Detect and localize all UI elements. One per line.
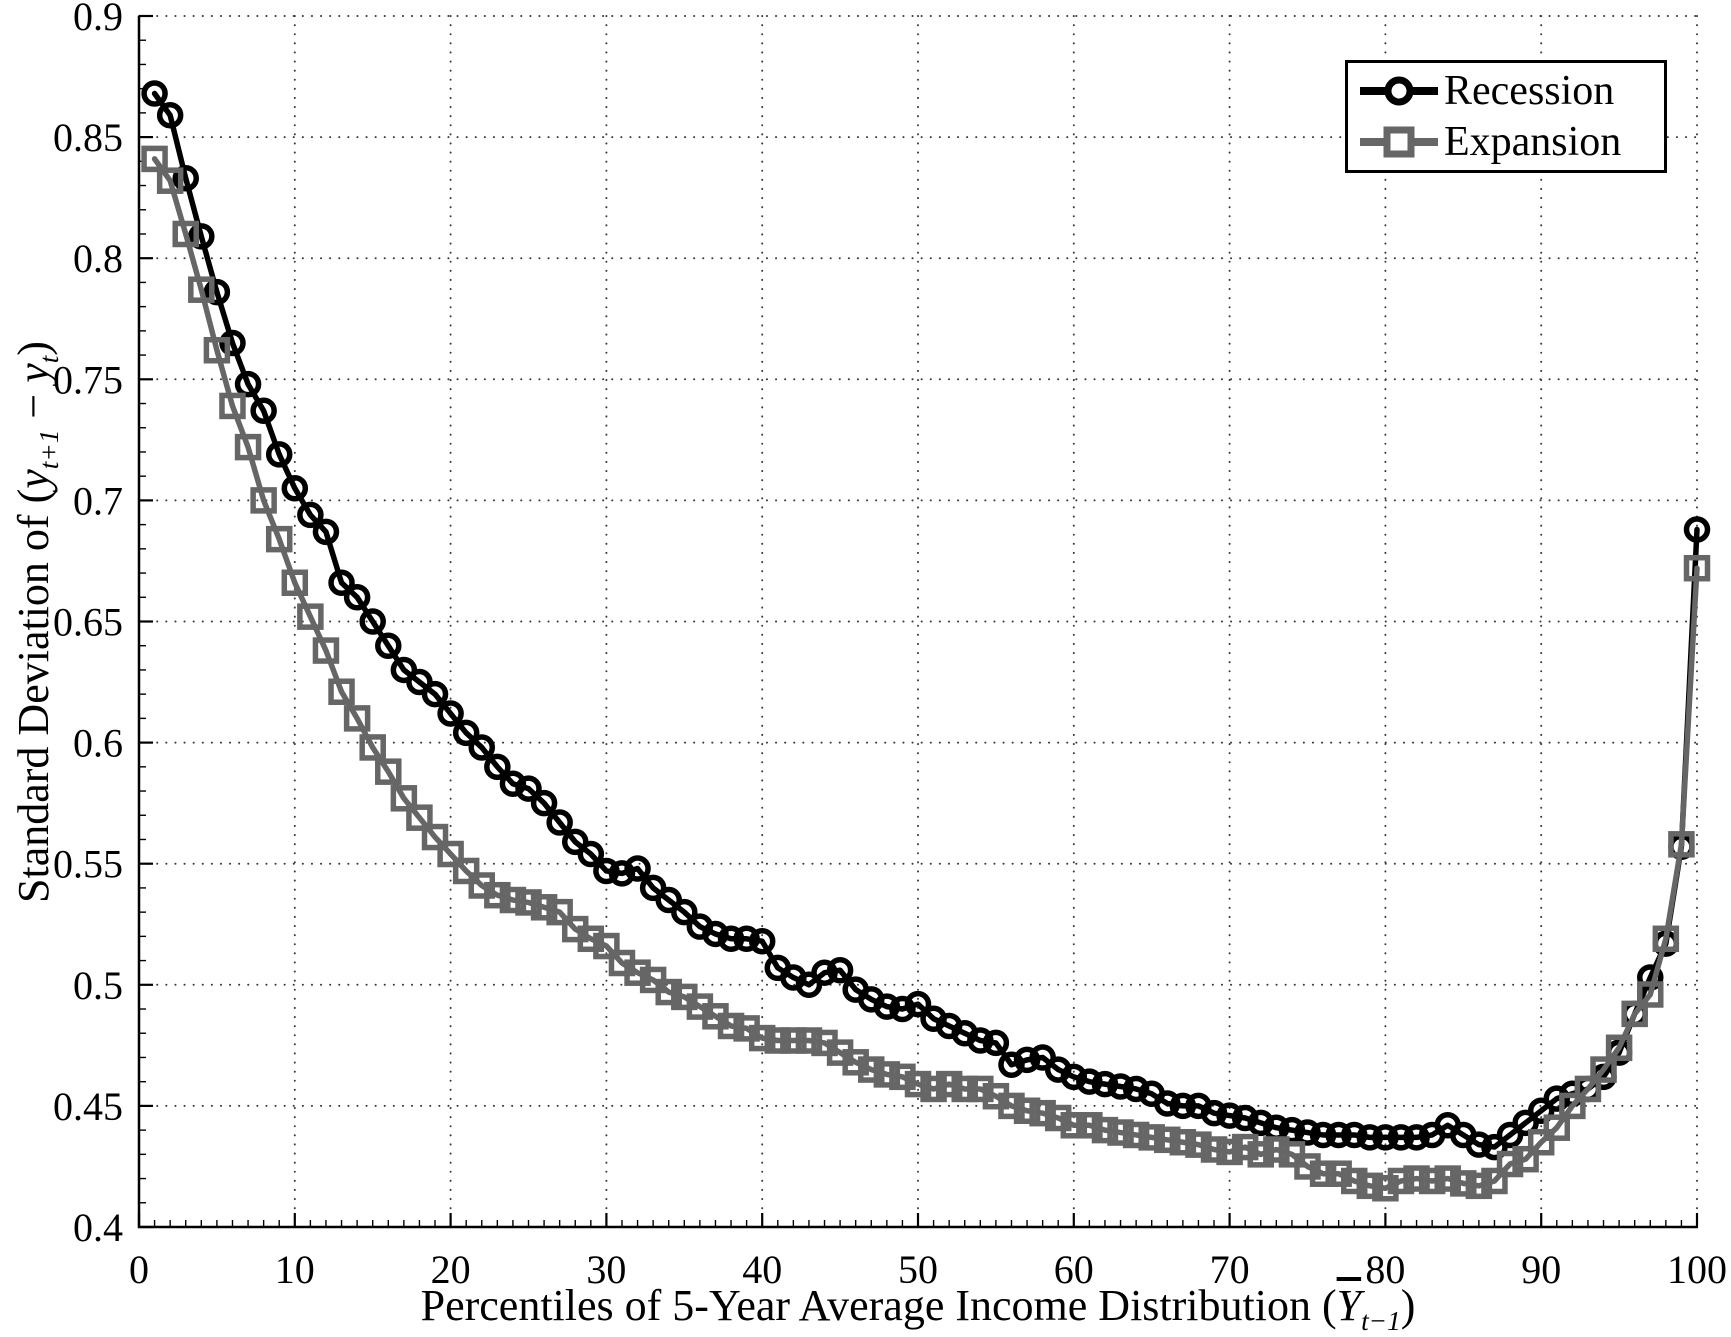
legend-label-expansion: Expansion bbox=[1444, 118, 1622, 165]
x-tick-labels: 0 10 20 30 40 50 60 70 80 90 100 bbox=[129, 1247, 1727, 1292]
recession-line-circle-marker-icon bbox=[1360, 76, 1438, 106]
legend: Recession Expansion bbox=[1345, 60, 1667, 173]
y-tick-label: 0.85 bbox=[53, 115, 123, 160]
x-tick-label: 90 bbox=[1521, 1247, 1561, 1292]
recession-series bbox=[141, 80, 1711, 1161]
y-tick-label: 0.75 bbox=[53, 357, 123, 402]
x-axis-label-text: Percentiles of 5-Year Average Income Dis… bbox=[420, 1281, 1337, 1330]
x-tick-label: 60 bbox=[1054, 1247, 1094, 1292]
x-tick-label: 80 bbox=[1365, 1247, 1405, 1292]
y-tick-label: 0.7 bbox=[73, 478, 123, 523]
y-tick-label: 0.4 bbox=[73, 1205, 123, 1250]
x-tick-label: 20 bbox=[431, 1247, 471, 1292]
legend-item-expansion: Expansion bbox=[1358, 120, 1664, 164]
y-tick-label: 0.5 bbox=[73, 963, 123, 1008]
y-tick-label: 0.6 bbox=[73, 721, 123, 766]
ybar-variable: Y bbox=[1336, 1281, 1362, 1330]
y-axis-label-close: ) bbox=[9, 341, 58, 356]
x-tick-label: 70 bbox=[1210, 1247, 1250, 1292]
y-tick-label: 0.55 bbox=[53, 842, 123, 887]
y-subscript-t1: t+1 bbox=[33, 429, 64, 470]
x-axis-label: Percentiles of 5-Year Average Income Dis… bbox=[139, 1280, 1697, 1337]
y-subscript-t: t bbox=[33, 355, 64, 364]
legend-item-recession: Recession bbox=[1358, 69, 1664, 113]
x-axis-label-close: ) bbox=[1400, 1281, 1416, 1330]
x-tick-label: 30 bbox=[586, 1247, 626, 1292]
expansion-line-square-marker-icon bbox=[1360, 126, 1438, 158]
y-axis-label: Standard Deviation of (yt+1 − yt) bbox=[4, 16, 64, 1228]
tick-marks bbox=[137, 14, 1699, 1229]
y-tick-label: 0.8 bbox=[73, 236, 123, 281]
y-tick-labels: 0.9 0.85 0.8 0.75 0.7 0.65 0.6 0.55 0.5 0.45 0.4 bbox=[53, 0, 123, 1250]
minus-sign: − bbox=[9, 382, 58, 430]
x-subscript-t-1: t−1 bbox=[1361, 1305, 1401, 1336]
y-variable-2: y bbox=[9, 363, 58, 383]
y-variable: y bbox=[9, 469, 58, 489]
x-tick-label: 0 bbox=[129, 1247, 149, 1292]
x-tick-label: 10 bbox=[275, 1247, 315, 1292]
x-tick-label: 100 bbox=[1667, 1247, 1727, 1292]
x-tick-label: 40 bbox=[742, 1247, 782, 1292]
expansion-series bbox=[141, 145, 1711, 1202]
y-axis-label-text: Standard Deviation of ( bbox=[9, 488, 58, 903]
legend-label-recession: Recession bbox=[1444, 68, 1615, 115]
y-tick-label: 0.65 bbox=[53, 600, 123, 645]
x-tick-label: 50 bbox=[898, 1247, 938, 1292]
y-tick-label: 0.45 bbox=[53, 1084, 123, 1129]
y-tick-label: 0.9 bbox=[73, 0, 123, 39]
